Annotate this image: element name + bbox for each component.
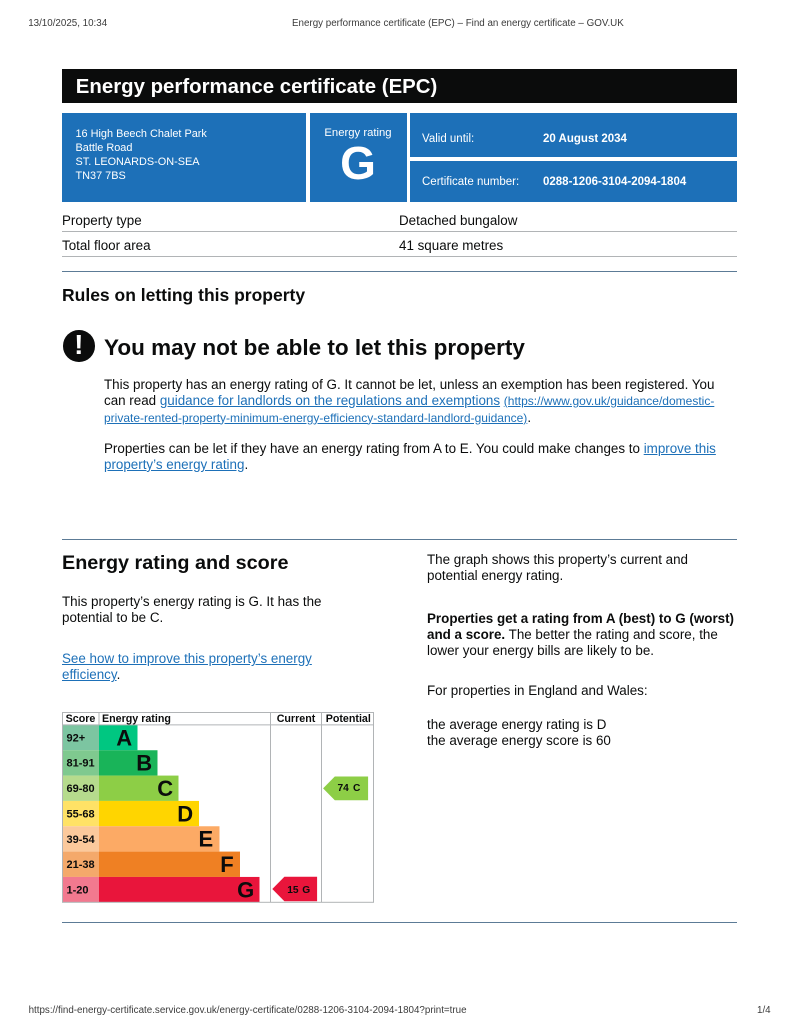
svg-text:15: 15	[287, 885, 299, 896]
svg-text:69-80: 69-80	[67, 783, 95, 795]
svg-text:21-38: 21-38	[67, 859, 95, 871]
svg-text:A: A	[116, 725, 132, 750]
svg-text:C: C	[353, 783, 361, 794]
svg-text:B: B	[136, 751, 152, 776]
svg-text:55-68: 55-68	[67, 808, 95, 820]
svg-text:F: F	[220, 852, 233, 877]
svg-text:1-20: 1-20	[67, 885, 89, 897]
svg-text:D: D	[177, 801, 193, 826]
svg-text:81-91: 81-91	[67, 758, 95, 770]
svg-text:G: G	[237, 877, 254, 902]
svg-text:C: C	[157, 776, 173, 801]
svg-text:Current: Current	[277, 713, 316, 725]
svg-text:92+: 92+	[67, 732, 86, 744]
svg-text:74: 74	[338, 783, 350, 794]
svg-text:Energy rating: Energy rating	[102, 713, 171, 725]
svg-text:Potential: Potential	[326, 713, 371, 725]
svg-text:E: E	[199, 827, 214, 852]
svg-text:Score: Score	[66, 713, 96, 725]
svg-text:39-54: 39-54	[67, 834, 96, 846]
svg-text:G: G	[302, 885, 310, 896]
